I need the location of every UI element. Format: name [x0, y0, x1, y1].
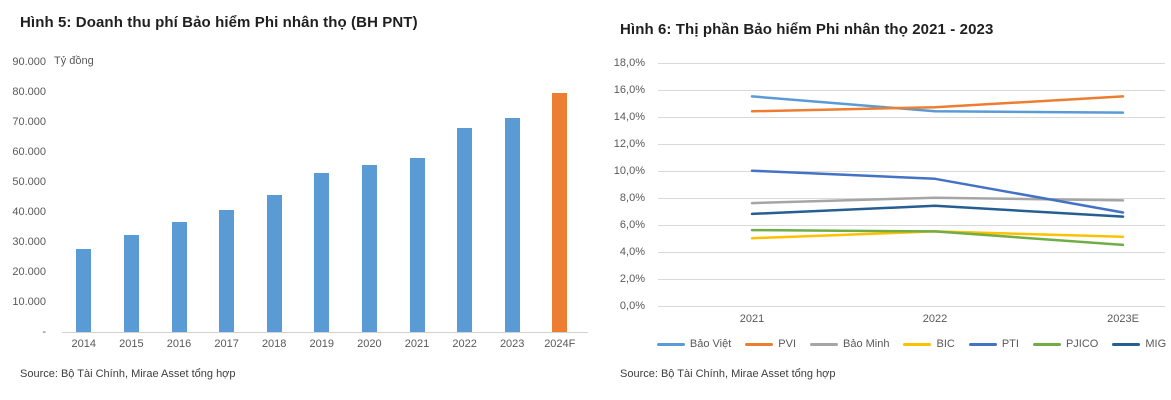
- y-axis-tick: 6,0%: [619, 218, 645, 231]
- bar: [123, 235, 139, 332]
- line-series-layer: [750, 95, 1125, 247]
- bar: [504, 118, 520, 332]
- y-axis-tick: 40.000: [12, 206, 46, 218]
- bar: [361, 164, 377, 332]
- legend-label: BIC: [936, 338, 955, 350]
- x-axis-label: 2023E: [1107, 313, 1139, 325]
- legend: Bảo Việt PVI Bảo Minh BIC PTI PJICO MIG: [656, 338, 1166, 350]
- x-axis-label: 2021: [739, 313, 765, 325]
- legend-swatch-bic: [903, 342, 932, 346]
- legend-item: MIG: [1112, 338, 1166, 350]
- x-axis-label: 2020: [357, 338, 382, 350]
- series-line-bao-minh: [750, 196, 1125, 205]
- legend-swatch-pvi: [745, 342, 774, 346]
- y-axis-tick: 2,0%: [619, 272, 645, 285]
- y-axis-tick: 14,0%: [613, 110, 645, 123]
- source-note: Source: Bộ Tài Chính, Mirae Asset tổng h…: [620, 368, 836, 380]
- figure-market-share-line-chart: Hình 6: Thị phần Bảo hiểm Phi nhân thọ 2…: [590, 12, 1171, 392]
- y-axis-tick: 20.000: [12, 266, 46, 278]
- y-axis-tick: 18,0%: [613, 56, 645, 69]
- x-axis-label: 2016: [166, 338, 192, 350]
- y-axis-tick: 0,0%: [619, 299, 645, 312]
- legend-item: BIC: [903, 338, 955, 350]
- bar: [314, 173, 330, 332]
- gridline: [658, 278, 1165, 280]
- bar: [219, 210, 235, 332]
- bar: [457, 128, 473, 332]
- x-axis-label: 2018: [261, 338, 287, 350]
- gridline: [658, 224, 1165, 226]
- y-axis-tick: 10,0%: [613, 164, 645, 177]
- y-axis-tick: 90.000: [12, 56, 46, 68]
- gridline: [658, 89, 1165, 91]
- y-axis-tick: 4,0%: [619, 245, 645, 258]
- bar: [409, 158, 425, 332]
- x-axis-label: 2021: [404, 338, 430, 350]
- legend-label: PJICO: [1065, 338, 1099, 350]
- gridline: [658, 62, 1165, 64]
- x-axis-label: 2019: [309, 338, 335, 350]
- x-axis-label: 2022: [452, 338, 477, 350]
- legend-item: Bảo Minh: [810, 338, 889, 350]
- chart-title: Hình 5: Doanh thu phí Bảo hiểm Phi nhân …: [20, 14, 418, 31]
- legend-item: PJICO: [1032, 338, 1099, 350]
- x-axis-label: 2015: [119, 338, 144, 350]
- bar: [171, 222, 187, 332]
- legend-swatch-bao-minh: [810, 342, 838, 346]
- series-line-bao-viet: [750, 95, 1125, 114]
- chart-title: Hình 6: Thị phần Bảo hiểm Phi nhân thọ 2…: [620, 21, 994, 38]
- y-axis-tick: 8,0%: [619, 191, 645, 204]
- y-axis-tick: 50.000: [12, 176, 46, 188]
- series-line-pjico: [750, 228, 1125, 247]
- y-axis-tick: 80.000: [12, 86, 46, 98]
- legend-swatch-mig: [1112, 342, 1141, 346]
- legend-swatch-pjico: [1032, 342, 1061, 346]
- gridline: [658, 143, 1165, 145]
- x-axis-line: [62, 332, 588, 333]
- legend-label: Bảo Việt: [689, 338, 732, 350]
- y-axis-tick: 16,0%: [613, 83, 645, 96]
- x-axis-label: 2024F: [544, 338, 576, 350]
- series-line-mig: [750, 204, 1125, 218]
- bar: [76, 248, 92, 332]
- x-axis-label: 2023: [499, 338, 525, 350]
- legend-label: MIG: [1145, 338, 1167, 350]
- y-axis-tick: 30.000: [12, 236, 46, 248]
- legend-swatch-bao-viet: [656, 342, 685, 346]
- series-line-pvi: [750, 95, 1125, 113]
- legend-swatch-pti: [968, 342, 997, 346]
- y-axis-tick: 60.000: [12, 146, 46, 158]
- figure-revenue-bar-chart: Hình 5: Doanh thu phí Bảo hiểm Phi nhân …: [8, 12, 588, 392]
- legend-item: PVI: [745, 338, 796, 350]
- y-axis-unit-label: Tỷ đồng: [54, 55, 94, 67]
- y-axis-tick: 10.000: [12, 296, 46, 308]
- gridline: [658, 116, 1165, 118]
- gridline: [658, 305, 1165, 307]
- legend-label: PVI: [778, 338, 796, 350]
- legend-label: Bảo Minh: [843, 338, 890, 350]
- gridline: [658, 251, 1165, 253]
- legend-label: PTI: [1001, 338, 1019, 350]
- bar: [266, 194, 282, 332]
- gridline: [658, 170, 1165, 172]
- y-axis-tick: 70.000: [12, 116, 46, 128]
- x-axis-label: 2017: [214, 338, 239, 350]
- x-axis-label: 2022: [922, 313, 948, 325]
- y-axis-tick: 12,0%: [613, 137, 645, 150]
- bar: [552, 92, 568, 332]
- x-axis-label: 2014: [71, 338, 97, 350]
- legend-item: PTI: [968, 338, 1019, 350]
- source-note: Source: Bộ Tài Chính, Mirae Asset tổng h…: [20, 368, 236, 380]
- series-line-pti: [750, 169, 1125, 214]
- y-axis-tick: -: [42, 326, 46, 338]
- legend-item: Bảo Việt: [656, 338, 732, 350]
